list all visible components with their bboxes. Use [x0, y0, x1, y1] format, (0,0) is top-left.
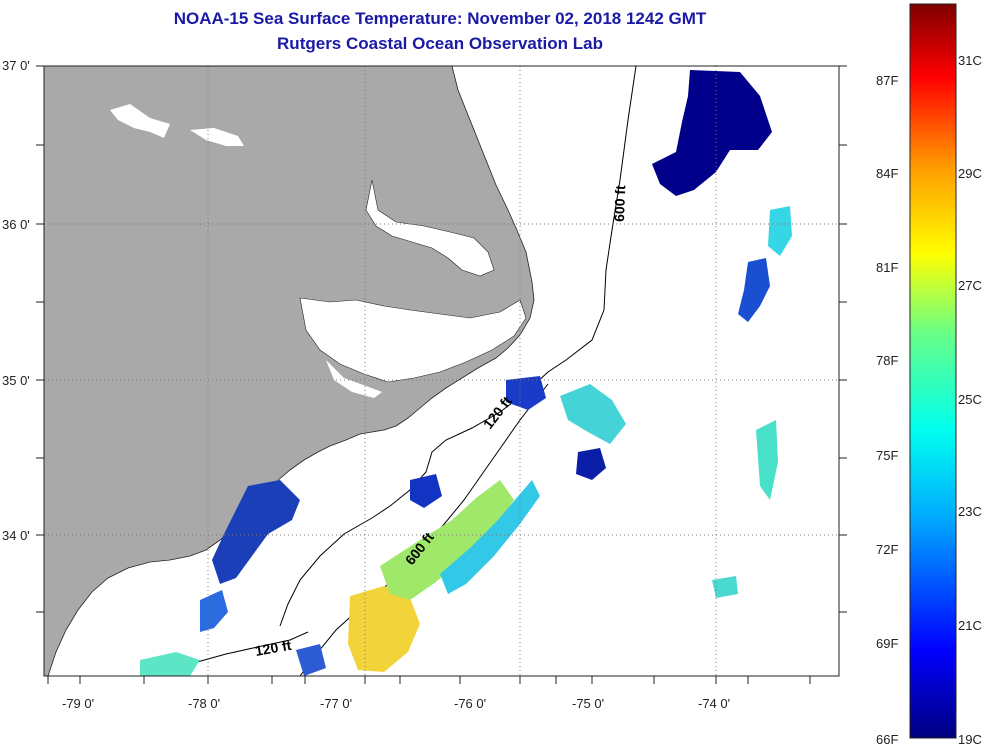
land-mass	[44, 66, 535, 676]
lon-label-74: -74 0'	[698, 696, 730, 711]
sst-patch-north-blue	[410, 474, 442, 508]
lat-axis	[36, 65, 847, 613]
lon-label-78: -78 0'	[188, 696, 220, 711]
colorbar-f-81: 81F	[876, 260, 898, 275]
contour-label-600ft-north: 600 ft	[611, 185, 628, 222]
colorbar-c-21: 21C	[958, 618, 982, 633]
bay-inlet	[326, 360, 382, 398]
inland-lake	[110, 104, 170, 138]
lat-label-36: 36 0'	[2, 217, 30, 232]
colorbar-f-69: 69F	[876, 636, 898, 651]
sst-patch-east-blue	[738, 258, 770, 322]
colorbar-c-29: 29C	[958, 166, 982, 181]
colorbar-c-19: 19C	[958, 732, 982, 747]
sst-pixels	[140, 70, 792, 676]
lat-label-34: 34 0'	[2, 528, 30, 543]
sst-patch-warm-yellow	[348, 586, 420, 672]
colorbar-c-27: 27C	[958, 278, 982, 293]
colorbar-c-25: 25C	[958, 392, 982, 407]
colorbar-f-75: 75F	[876, 448, 898, 463]
colorbar-f-72: 72F	[876, 542, 898, 557]
lon-axis	[47, 676, 811, 684]
sst-patch-south-cyan	[140, 652, 200, 676]
sst-patch-cape-blue	[212, 480, 300, 584]
lon-label-75: -75 0'	[572, 696, 604, 711]
sst-patch-mid-blue	[506, 376, 546, 410]
map-subtitle: Rutgers Coastal Ocean Observation Lab	[277, 34, 603, 53]
sst-patch-offshore-blue	[576, 448, 606, 480]
colorbar-f-84: 84F	[876, 166, 898, 181]
sst-patch-green-band	[380, 480, 514, 600]
sst-patch-south-blue	[296, 644, 326, 676]
colorbar-f-66: 66F	[876, 732, 898, 747]
lat-label-35: 35 0'	[2, 373, 30, 388]
colorbar-c-23: 23C	[958, 504, 982, 519]
sst-patch-ext-right	[756, 420, 778, 500]
sst-patch-small-se	[712, 576, 738, 598]
colorbar-f-87: 87F	[876, 73, 898, 88]
sst-patch-cyan-band	[440, 480, 540, 594]
map-frame	[43, 65, 840, 677]
inland-lake-2	[190, 128, 244, 146]
lon-label-76: -76 0'	[454, 696, 486, 711]
sst-patch-east-cyan	[768, 206, 792, 256]
colorbar	[909, 3, 957, 739]
sst-patch-north-cold	[652, 70, 772, 196]
colorbar-c-31: 31C	[958, 53, 982, 68]
lon-label-77: -77 0'	[320, 696, 352, 711]
graticule	[44, 66, 839, 676]
albemarle-sound	[365, 179, 495, 277]
lat-label-37: 37 0'	[2, 58, 30, 73]
contour-label-120ft-south: 120 ft	[254, 637, 293, 659]
sst-patch-coastal-blue	[200, 590, 228, 632]
lon-label-79: -79 0'	[62, 696, 94, 711]
pamlico-sound	[299, 297, 527, 383]
sst-patch-offshore-cyan	[560, 384, 626, 444]
map-title: NOAA-15 Sea Surface Temperature: Novembe…	[173, 9, 707, 28]
contour-600ft-north	[547, 66, 637, 373]
colorbar-f-78: 78F	[876, 353, 898, 368]
